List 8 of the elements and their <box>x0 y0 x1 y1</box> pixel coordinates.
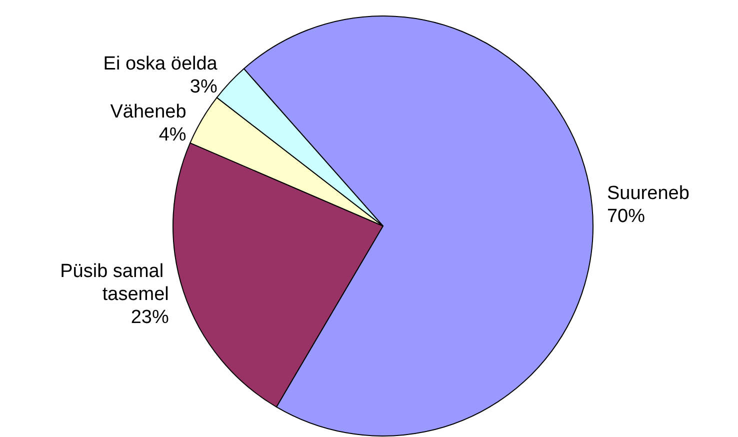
data-label: 23% <box>130 306 169 328</box>
data-label: 3% <box>190 76 218 98</box>
slice-label: Suureneb <box>606 182 690 204</box>
slice-label: Ei oska öelda <box>103 54 218 75</box>
slice-label: Püsib samal tasemel <box>60 260 169 305</box>
data-label: 4% <box>158 124 186 146</box>
slice-label: Väheneb <box>110 102 186 123</box>
data-label: 70% <box>606 206 646 227</box>
